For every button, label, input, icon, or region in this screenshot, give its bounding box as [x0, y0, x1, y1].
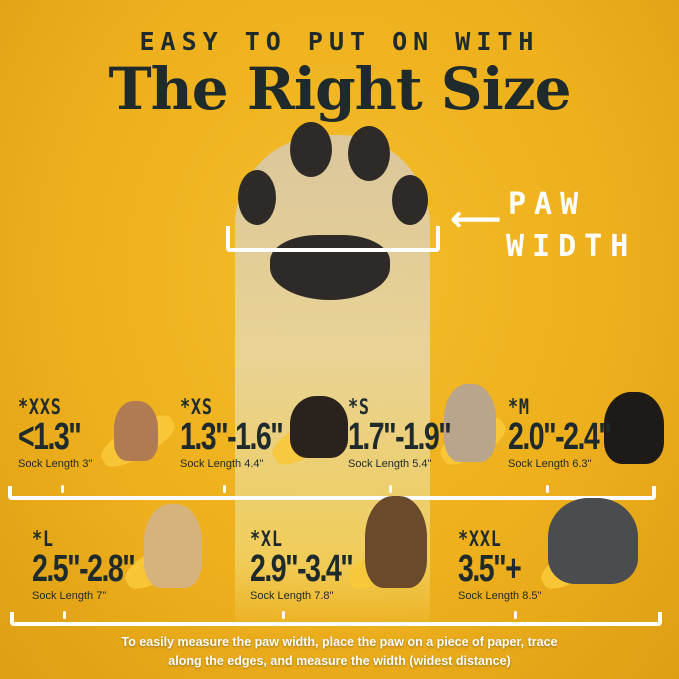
paw-width-range: 1.7"-1.9" — [348, 416, 452, 458]
page-title: The Right Size — [108, 55, 571, 123]
size-label: *S — [348, 395, 370, 419]
size-label: *XXS — [18, 395, 62, 419]
instructions-line-2: along the edges, and measure the width (… — [168, 654, 511, 668]
sock-length: Sock Length 5.4" — [348, 458, 432, 470]
scale-tick — [61, 485, 64, 493]
scale-tick — [389, 485, 392, 493]
size-label: *L — [32, 527, 54, 551]
paw-toe-pad — [290, 122, 332, 177]
scale-tick — [282, 611, 285, 619]
scale-tick — [514, 611, 517, 619]
instructions-line-1: To easily measure the paw width, place t… — [121, 635, 558, 649]
sock-length: Sock Length 4.4" — [180, 458, 264, 470]
yorkie-image — [290, 396, 348, 458]
chihuahua-image — [114, 401, 158, 461]
size-scale-bracket — [10, 612, 662, 626]
paw-width-range: <1.3" — [18, 416, 82, 458]
paw-width-range: 1.3"-1.6" — [180, 416, 284, 458]
paw-toe-pad — [348, 126, 390, 181]
paw-main-pad — [270, 235, 390, 300]
scale-tick — [223, 485, 226, 493]
sock-length: Sock Length 8.5" — [458, 590, 542, 602]
paw-width-range: 2.0"-2.4" — [508, 416, 612, 458]
sock-length: Sock Length 7" — [32, 590, 107, 602]
size-label: *XXL — [458, 527, 502, 551]
size-label: *XS — [180, 395, 213, 419]
size-label: *M — [508, 395, 530, 419]
german-shepherd-image — [365, 496, 427, 588]
french-bulldog-image — [444, 384, 496, 462]
width-label: WIDTH — [506, 229, 637, 264]
scale-tick — [63, 611, 66, 619]
bernese-dog-image — [604, 392, 664, 464]
paw-width-bracket — [226, 226, 440, 252]
subtitle: EASY TO PUT ON WITH — [139, 27, 540, 56]
sock-length: Sock Length 3" — [18, 458, 93, 470]
paw-label: PAW — [508, 187, 587, 222]
measure-instructions: To easily measure the paw width, place t… — [0, 633, 679, 671]
paw-width-range: 3.5"+ — [458, 548, 522, 590]
paw-toe-pad — [392, 175, 428, 225]
scale-tick — [546, 485, 549, 493]
paw-width-range: 2.5"-2.8" — [32, 548, 136, 590]
paw-width-range: 2.9"-3.4" — [250, 548, 354, 590]
size-label: *XL — [250, 527, 283, 551]
sock-length: Sock Length 7.8" — [250, 590, 334, 602]
arrow-left-icon: ⟵ — [450, 199, 502, 240]
golden-retriever-image — [144, 504, 202, 588]
size-scale-bracket — [8, 486, 656, 500]
sock-length: Sock Length 6.3" — [508, 458, 592, 470]
paw-toe-pad — [238, 170, 276, 225]
great-dane-image — [548, 498, 638, 584]
